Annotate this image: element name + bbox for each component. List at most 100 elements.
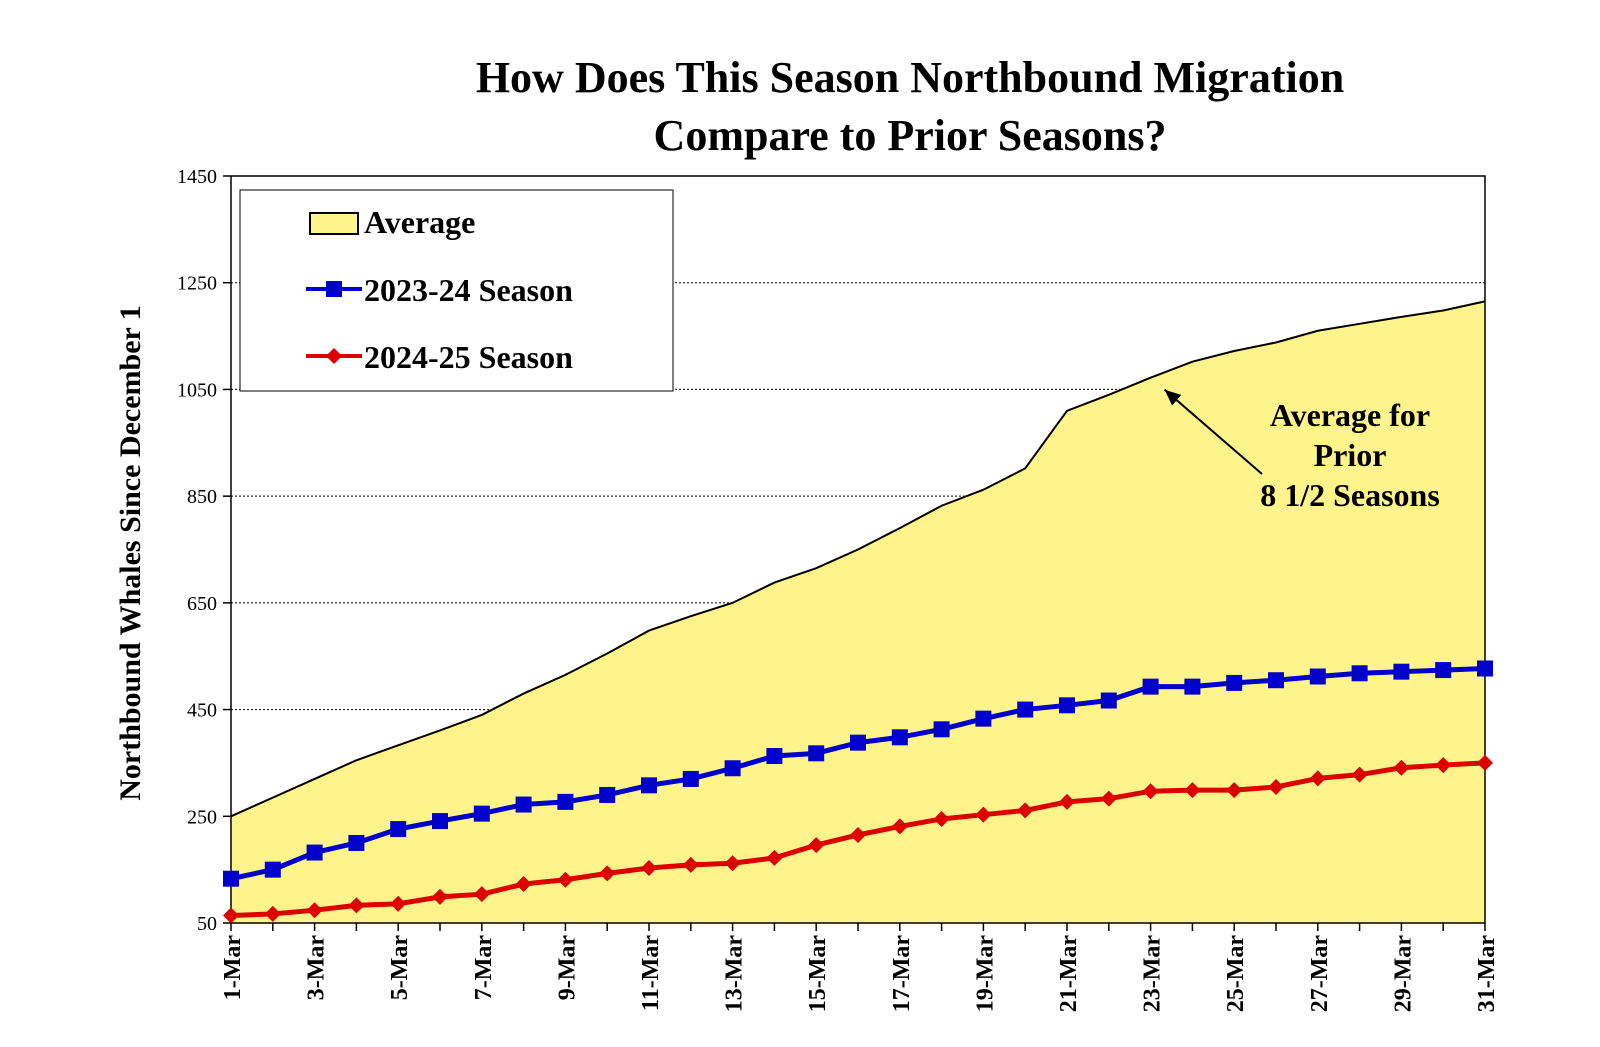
data-point [1017, 802, 1034, 819]
series-2024-25 [223, 754, 1493, 924]
data-point [557, 871, 574, 888]
data-point [1142, 783, 1159, 800]
data-point [766, 849, 783, 866]
data-point [1184, 782, 1201, 799]
x-axis: 1-Mar 3-Mar 5-Mar 7-Mar 9-Mar 11-Mar 13-Mar 15-… [220, 923, 1500, 1012]
data-point [1059, 697, 1075, 714]
data-point [1309, 770, 1326, 787]
y-tick-label: 850 [187, 486, 217, 508]
data-point [933, 721, 950, 738]
x-tick-label: 5-Mar [387, 935, 413, 1001]
x-tick-label: 29-Mar [1390, 935, 1416, 1013]
average-area [231, 301, 1485, 923]
y-tick-label: 1250 [177, 273, 217, 295]
legend: Average 2023-24 Season 2024-25 Season [239, 189, 674, 392]
annotation: Average for Prior 8 1/2 Seasons [1163, 388, 1440, 513]
data-point [1268, 672, 1284, 689]
data-point [1435, 662, 1452, 679]
x-tick-label: 15-Mar [805, 935, 831, 1013]
data-point [599, 786, 616, 803]
data-point [808, 837, 825, 854]
data-point [515, 796, 532, 813]
legend-2023-24-marker [326, 281, 342, 297]
x-tick-label: 19-Mar [972, 935, 998, 1013]
data-point [1351, 665, 1368, 682]
data-point [641, 777, 657, 794]
data-point [348, 897, 365, 914]
data-point [724, 855, 741, 872]
x-tick-label: 9-Mar [554, 935, 580, 1001]
y-tick-label: 450 [187, 700, 217, 722]
data-point [850, 826, 866, 843]
annotation-arrow-head [1164, 389, 1182, 406]
x-tick-label: 31-Mar [1474, 935, 1500, 1013]
data-point [473, 805, 490, 822]
x-tick-label: 21-Mar [1056, 935, 1082, 1013]
data-point [1100, 790, 1117, 807]
data-point [306, 902, 323, 919]
y-tick-label: 50 [197, 913, 217, 935]
data-point [1393, 759, 1410, 776]
data-point [850, 734, 866, 751]
data-point [808, 745, 825, 762]
data-point [766, 747, 783, 764]
x-tick-label: 11-Mar [638, 935, 664, 1011]
series-2023-24 [223, 660, 1493, 887]
data-point [557, 793, 574, 810]
data-point [641, 860, 657, 877]
data-point [1226, 674, 1243, 691]
legend-2024-25-marker [326, 348, 342, 364]
x-tick-label: 1-Mar [220, 935, 246, 1001]
x-tick-label: 27-Mar [1307, 935, 1333, 1013]
data-point [1226, 782, 1243, 799]
data-point [975, 806, 992, 823]
y-tick-label: 650 [187, 593, 217, 615]
chart-title-line-2: Compare to Prior Seasons? [654, 111, 1167, 160]
legend-average-label: Average [364, 204, 475, 240]
data-point [432, 813, 448, 830]
data-point [1100, 692, 1117, 709]
annotation-line-3: 8 1/2 Seasons [1260, 477, 1440, 513]
data-point [1435, 757, 1452, 774]
y-axis-label: Northbound Whales Since December 1 [114, 305, 147, 801]
annotation-line-2: Prior [1314, 437, 1387, 473]
data-point [1017, 701, 1034, 718]
data-point [223, 870, 239, 887]
data-point [264, 861, 281, 878]
data-point [348, 834, 365, 851]
data-point [264, 905, 281, 922]
data-point [975, 710, 992, 727]
y-tick-label: 1050 [177, 379, 217, 401]
data-point [1393, 663, 1410, 680]
data-point [682, 856, 699, 873]
x-tick-label: 17-Mar [889, 935, 915, 1013]
x-tick-label: 3-Mar [304, 935, 330, 1001]
data-point [724, 760, 741, 777]
data-point [891, 818, 908, 835]
average-area-top-line [230, 300, 1486, 818]
data-point [1351, 766, 1368, 783]
data-point [432, 888, 448, 905]
data-point [599, 865, 616, 882]
data-point [390, 821, 407, 838]
data-point [1142, 678, 1159, 695]
x-tick-label: 7-Mar [471, 935, 497, 1001]
data-point [306, 844, 323, 861]
x-tick-label: 13-Mar [722, 935, 748, 1013]
data-point [515, 876, 532, 893]
legend-2024-25-label: 2024-25 Season [364, 339, 573, 375]
data-point [933, 810, 950, 827]
data-point [223, 907, 239, 924]
x-tick-label: 25-Mar [1223, 935, 1249, 1013]
legend-2023-24-label: 2023-24 Season [364, 272, 573, 308]
y-axis: 50 250 450 650 850 1050 1250 1450 [177, 166, 231, 935]
data-point [390, 895, 407, 912]
data-point [1477, 754, 1493, 771]
data-point [1268, 778, 1284, 795]
data-point [473, 886, 490, 903]
data-point [891, 729, 908, 746]
data-point [1309, 668, 1326, 685]
y-tick-label: 250 [187, 806, 217, 828]
legend-average-swatch [309, 212, 359, 235]
